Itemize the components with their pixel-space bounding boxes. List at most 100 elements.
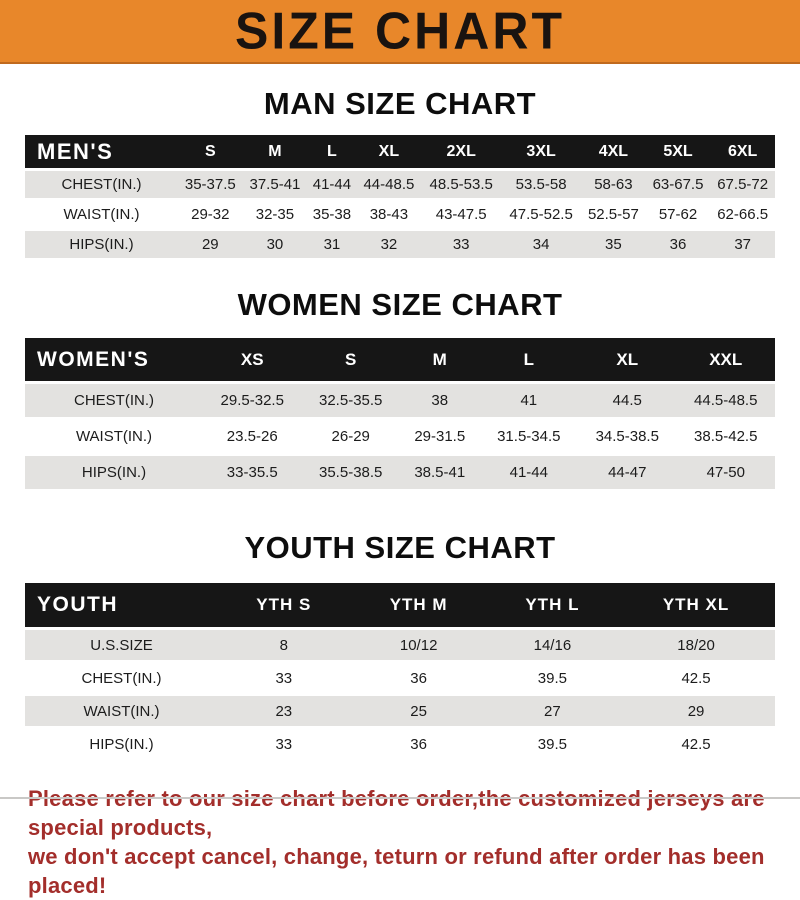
column-header: YTH XL (617, 583, 775, 627)
cell-value: 48.5-53.5 (421, 171, 502, 198)
cell-value: 38.5-41 (399, 456, 480, 489)
table-row: HIPS(IN.) 33-35.5 35.5-38.5 38.5-41 41-44 44-… (25, 456, 775, 489)
cell-value: 30 (242, 231, 308, 258)
size-chart-banner: SIZE CHART (0, 0, 800, 64)
row-label: CHEST(IN.) (25, 663, 218, 693)
cell-value: 42.5 (617, 729, 775, 759)
table-corner-label: MEN'S (25, 135, 178, 168)
table-corner-label: WOMEN'S (25, 338, 203, 381)
cell-value: 31 (307, 231, 357, 258)
table-row: WAIST(IN.) 23 25 27 29 (25, 696, 775, 726)
cell-value: 36 (645, 231, 711, 258)
cell-value: 47.5-52.5 (501, 201, 582, 228)
order-policy-line-1: Please refer to our size chart before or… (28, 786, 765, 841)
cell-value: 33 (421, 231, 502, 258)
women-section-heading: WOMEN SIZE CHART (237, 287, 563, 322)
cell-value: 37.5-41 (242, 171, 308, 198)
cell-value: 36 (349, 729, 488, 759)
column-header: S (178, 135, 243, 168)
women-size-table: WOMEN'S XS S M L XL XXL CHEST(IN.) 29.5-32.5 32.5… (25, 335, 775, 492)
table-header-row: WOMEN'S XS S M L XL XXL (25, 338, 775, 381)
column-header: 5XL (645, 135, 711, 168)
cell-value: 18/20 (617, 630, 775, 660)
table-row: HIPS(IN.) 29 30 31 32 33 34 35 36 37 (25, 231, 775, 258)
cell-value: 33 (218, 729, 350, 759)
column-header: XS (203, 338, 302, 381)
cell-value: 44.5-48.5 (676, 384, 775, 417)
cell-value: 34.5-38.5 (578, 420, 677, 453)
table-corner-label: YOUTH (25, 583, 218, 627)
cell-value: 63-67.5 (645, 171, 711, 198)
cell-value: 41 (479, 384, 579, 417)
cell-value: 36 (349, 663, 488, 693)
cell-value: 38-43 (356, 201, 422, 228)
cell-value: 62-66.5 (710, 201, 775, 228)
men-size-table: MEN'S S M L XL 2XL 3XL 4XL 5XL 6XL CHEST(IN.) 35-37… (25, 132, 775, 261)
cell-value: 53.5-58 (501, 171, 582, 198)
column-header: XL (578, 338, 677, 381)
column-header: L (479, 338, 579, 381)
column-header: YTH L (487, 583, 618, 627)
cell-value: 23 (218, 696, 350, 726)
cell-value: 29-31.5 (399, 420, 480, 453)
cell-value: 31.5-34.5 (479, 420, 579, 453)
cell-value: 57-62 (645, 201, 711, 228)
cell-value: 25 (349, 696, 488, 726)
row-label: HIPS(IN.) (25, 456, 203, 489)
cell-value: 33-35.5 (203, 456, 302, 489)
cell-value: 44-48.5 (356, 171, 422, 198)
cell-value: 32.5-35.5 (301, 384, 400, 417)
youth-section-heading: YOUTH SIZE CHART (244, 530, 556, 565)
cell-value: 43-47.5 (421, 201, 502, 228)
cell-value: 37 (710, 231, 775, 258)
row-label: HIPS(IN.) (25, 729, 218, 759)
table-row: HIPS(IN.) 33 36 39.5 42.5 (25, 729, 775, 759)
cell-value: 29 (178, 231, 243, 258)
bottom-edge-line (0, 797, 800, 799)
table-row: WAIST(IN.) 23.5-26 26-29 29-31.5 31.5-34.5 34… (25, 420, 775, 453)
table-row: CHEST(IN.) 33 36 39.5 42.5 (25, 663, 775, 693)
column-header: L (307, 135, 357, 168)
row-label: CHEST(IN.) (25, 384, 203, 417)
table-row: WAIST(IN.) 29-32 32-35 35-38 38-43 43-47.5 47.… (25, 201, 775, 228)
row-label: WAIST(IN.) (25, 201, 178, 228)
cell-value: 35 (581, 231, 646, 258)
cell-value: 29.5-32.5 (203, 384, 302, 417)
banner-title: SIZE CHART (235, 1, 565, 61)
cell-value: 38.5-42.5 (676, 420, 775, 453)
column-header: YTH M (349, 583, 488, 627)
column-header: YTH S (218, 583, 350, 627)
cell-value: 29 (617, 696, 775, 726)
order-policy-note: Please refer to our size chart before or… (28, 784, 800, 900)
column-header: M (242, 135, 308, 168)
cell-value: 67.5-72 (710, 171, 775, 198)
cell-value: 14/16 (487, 630, 618, 660)
table-row: CHEST(IN.) 35-37.5 37.5-41 41-44 44-48.5 48.5… (25, 171, 775, 198)
cell-value: 23.5-26 (203, 420, 302, 453)
cell-value: 44.5 (578, 384, 677, 417)
cell-value: 42.5 (617, 663, 775, 693)
cell-value: 32-35 (242, 201, 308, 228)
column-header: XXL (676, 338, 775, 381)
cell-value: 33 (218, 663, 350, 693)
column-header: XL (356, 135, 422, 168)
column-header: 2XL (421, 135, 502, 168)
cell-value: 58-63 (581, 171, 646, 198)
order-policy-line-2: we don't accept cancel, change, teturn o… (28, 844, 765, 899)
column-header: 4XL (581, 135, 646, 168)
men-section-heading: MAN SIZE CHART (263, 86, 537, 121)
cell-value: 41-44 (479, 456, 579, 489)
cell-value: 41-44 (307, 171, 357, 198)
cell-value: 39.5 (487, 729, 618, 759)
cell-value: 34 (501, 231, 582, 258)
table-header-row: YOUTH YTH S YTH M YTH L YTH XL (25, 583, 775, 627)
row-label: WAIST(IN.) (25, 420, 203, 453)
row-label: WAIST(IN.) (25, 696, 218, 726)
column-header: M (399, 338, 480, 381)
cell-value: 52.5-57 (581, 201, 646, 228)
cell-value: 38 (399, 384, 480, 417)
row-label: CHEST(IN.) (25, 171, 178, 198)
cell-value: 35-38 (307, 201, 357, 228)
table-header-row: MEN'S S M L XL 2XL 3XL 4XL 5XL 6XL (25, 135, 775, 168)
table-row: CHEST(IN.) 29.5-32.5 32.5-35.5 38 41 44.5 44.5… (25, 384, 775, 417)
